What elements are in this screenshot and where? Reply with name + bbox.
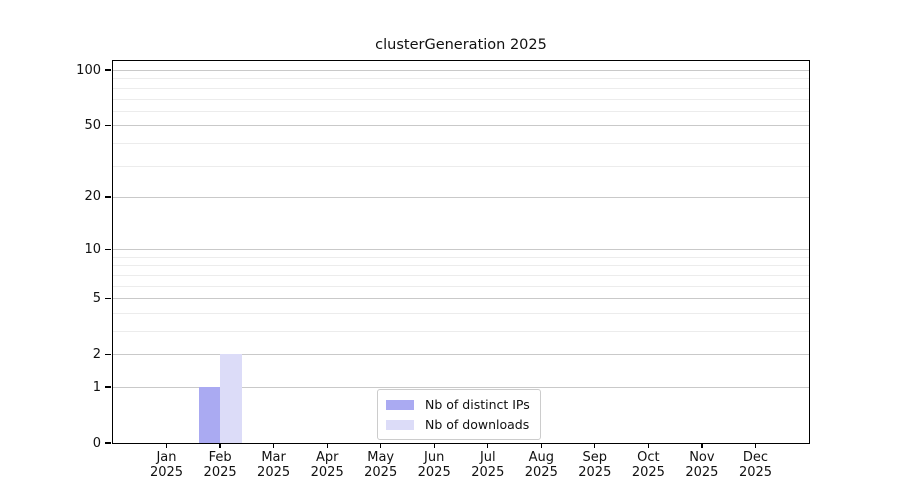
legend-item-distinct-ips: Nb of distinct IPs [386, 396, 530, 413]
y-tick-label: 100 [76, 62, 101, 78]
y-tick-label: 10 [84, 241, 101, 257]
y-tick-label: 50 [84, 117, 101, 133]
y-gridline-major [113, 387, 809, 388]
x-tick-label: Sep 2025 [578, 450, 612, 480]
x-tick-label: Jul 2025 [471, 450, 505, 480]
y-tick-mark [105, 353, 111, 355]
y-gridline-minor [113, 142, 809, 144]
x-tick-label: Apr 2025 [310, 450, 344, 480]
y-gridline-minor [113, 331, 809, 332]
y-gridline-major [113, 70, 809, 71]
x-tick-mark [487, 443, 489, 448]
y-tick-mark [105, 442, 111, 444]
y-gridline-major [113, 298, 809, 300]
y-gridline-major [113, 196, 809, 198]
y-gridline-minor [113, 87, 809, 89]
x-tick-mark [326, 443, 328, 448]
x-tick-label: Feb 2025 [203, 450, 237, 480]
y-tick-label: 5 [92, 290, 101, 306]
y-gridline-minor [113, 110, 809, 112]
y-gridline-minor [113, 78, 809, 80]
y-tick-mark [105, 124, 111, 126]
y-tick-label: 0 [92, 435, 101, 451]
legend-label-downloads: Nb of downloads [425, 417, 530, 432]
y-gridline-minor [113, 265, 809, 267]
y-tick-mark [105, 297, 111, 299]
x-tick-label: Jun 2025 [417, 450, 451, 480]
y-gridline-minor [113, 274, 809, 276]
y-tick-label: 2 [92, 346, 101, 362]
x-tick-mark [647, 443, 650, 448]
y-gridline-minor [113, 285, 809, 287]
x-tick-mark [701, 443, 703, 448]
x-tick-mark [594, 443, 596, 448]
x-tick-label: Mar 2025 [257, 450, 291, 480]
legend-label-distinct-ips: Nb of distinct IPs [425, 397, 530, 412]
x-tick-label: Jan 2025 [149, 450, 184, 480]
x-tick-mark [219, 443, 221, 448]
y-tick-mark [105, 386, 111, 388]
y-gridline-major [113, 354, 809, 356]
y-tick-mark [105, 248, 111, 250]
y-gridline-minor [113, 98, 809, 100]
plot-area: Nb of distinct IPs Nb of downloads 0 1 2 5 1… [76, 60, 810, 480]
legend-item-downloads: Nb of downloads [386, 416, 530, 433]
y-gridline-minor [113, 165, 809, 167]
x-tick-mark [433, 443, 435, 448]
x-tick-mark [380, 443, 382, 448]
y-tick-mark [105, 196, 111, 198]
x-tick-mark [165, 443, 168, 448]
y-gridline-major [113, 125, 809, 127]
x-tick-label: Aug 2025 [524, 450, 558, 480]
y-gridline-minor [113, 312, 809, 314]
x-tick-mark [272, 443, 275, 448]
x-tick-mark [540, 443, 542, 448]
y-gridline-minor [113, 256, 809, 258]
x-tick-mark [754, 443, 757, 448]
legend: Nb of distinct IPs Nb of downloads [377, 389, 541, 440]
x-tick-label: May 2025 [364, 450, 398, 480]
chart-title: clusterGeneration 2025 [375, 37, 547, 53]
bar-distinct-ips [198, 387, 221, 443]
y-gridline-major [113, 249, 809, 251]
y-tick-label: 20 [84, 189, 101, 205]
x-tick-label: Nov 2025 [685, 450, 719, 480]
x-tick-label: Dec 2025 [738, 450, 773, 480]
y-tick-label: 1 [92, 379, 101, 395]
bar-downloads [220, 354, 242, 443]
y-tick-mark [105, 69, 111, 71]
legend-swatch-distinct-ips [386, 399, 414, 410]
legend-swatch-downloads [386, 419, 414, 430]
x-tick-label: Oct 2025 [631, 450, 665, 480]
